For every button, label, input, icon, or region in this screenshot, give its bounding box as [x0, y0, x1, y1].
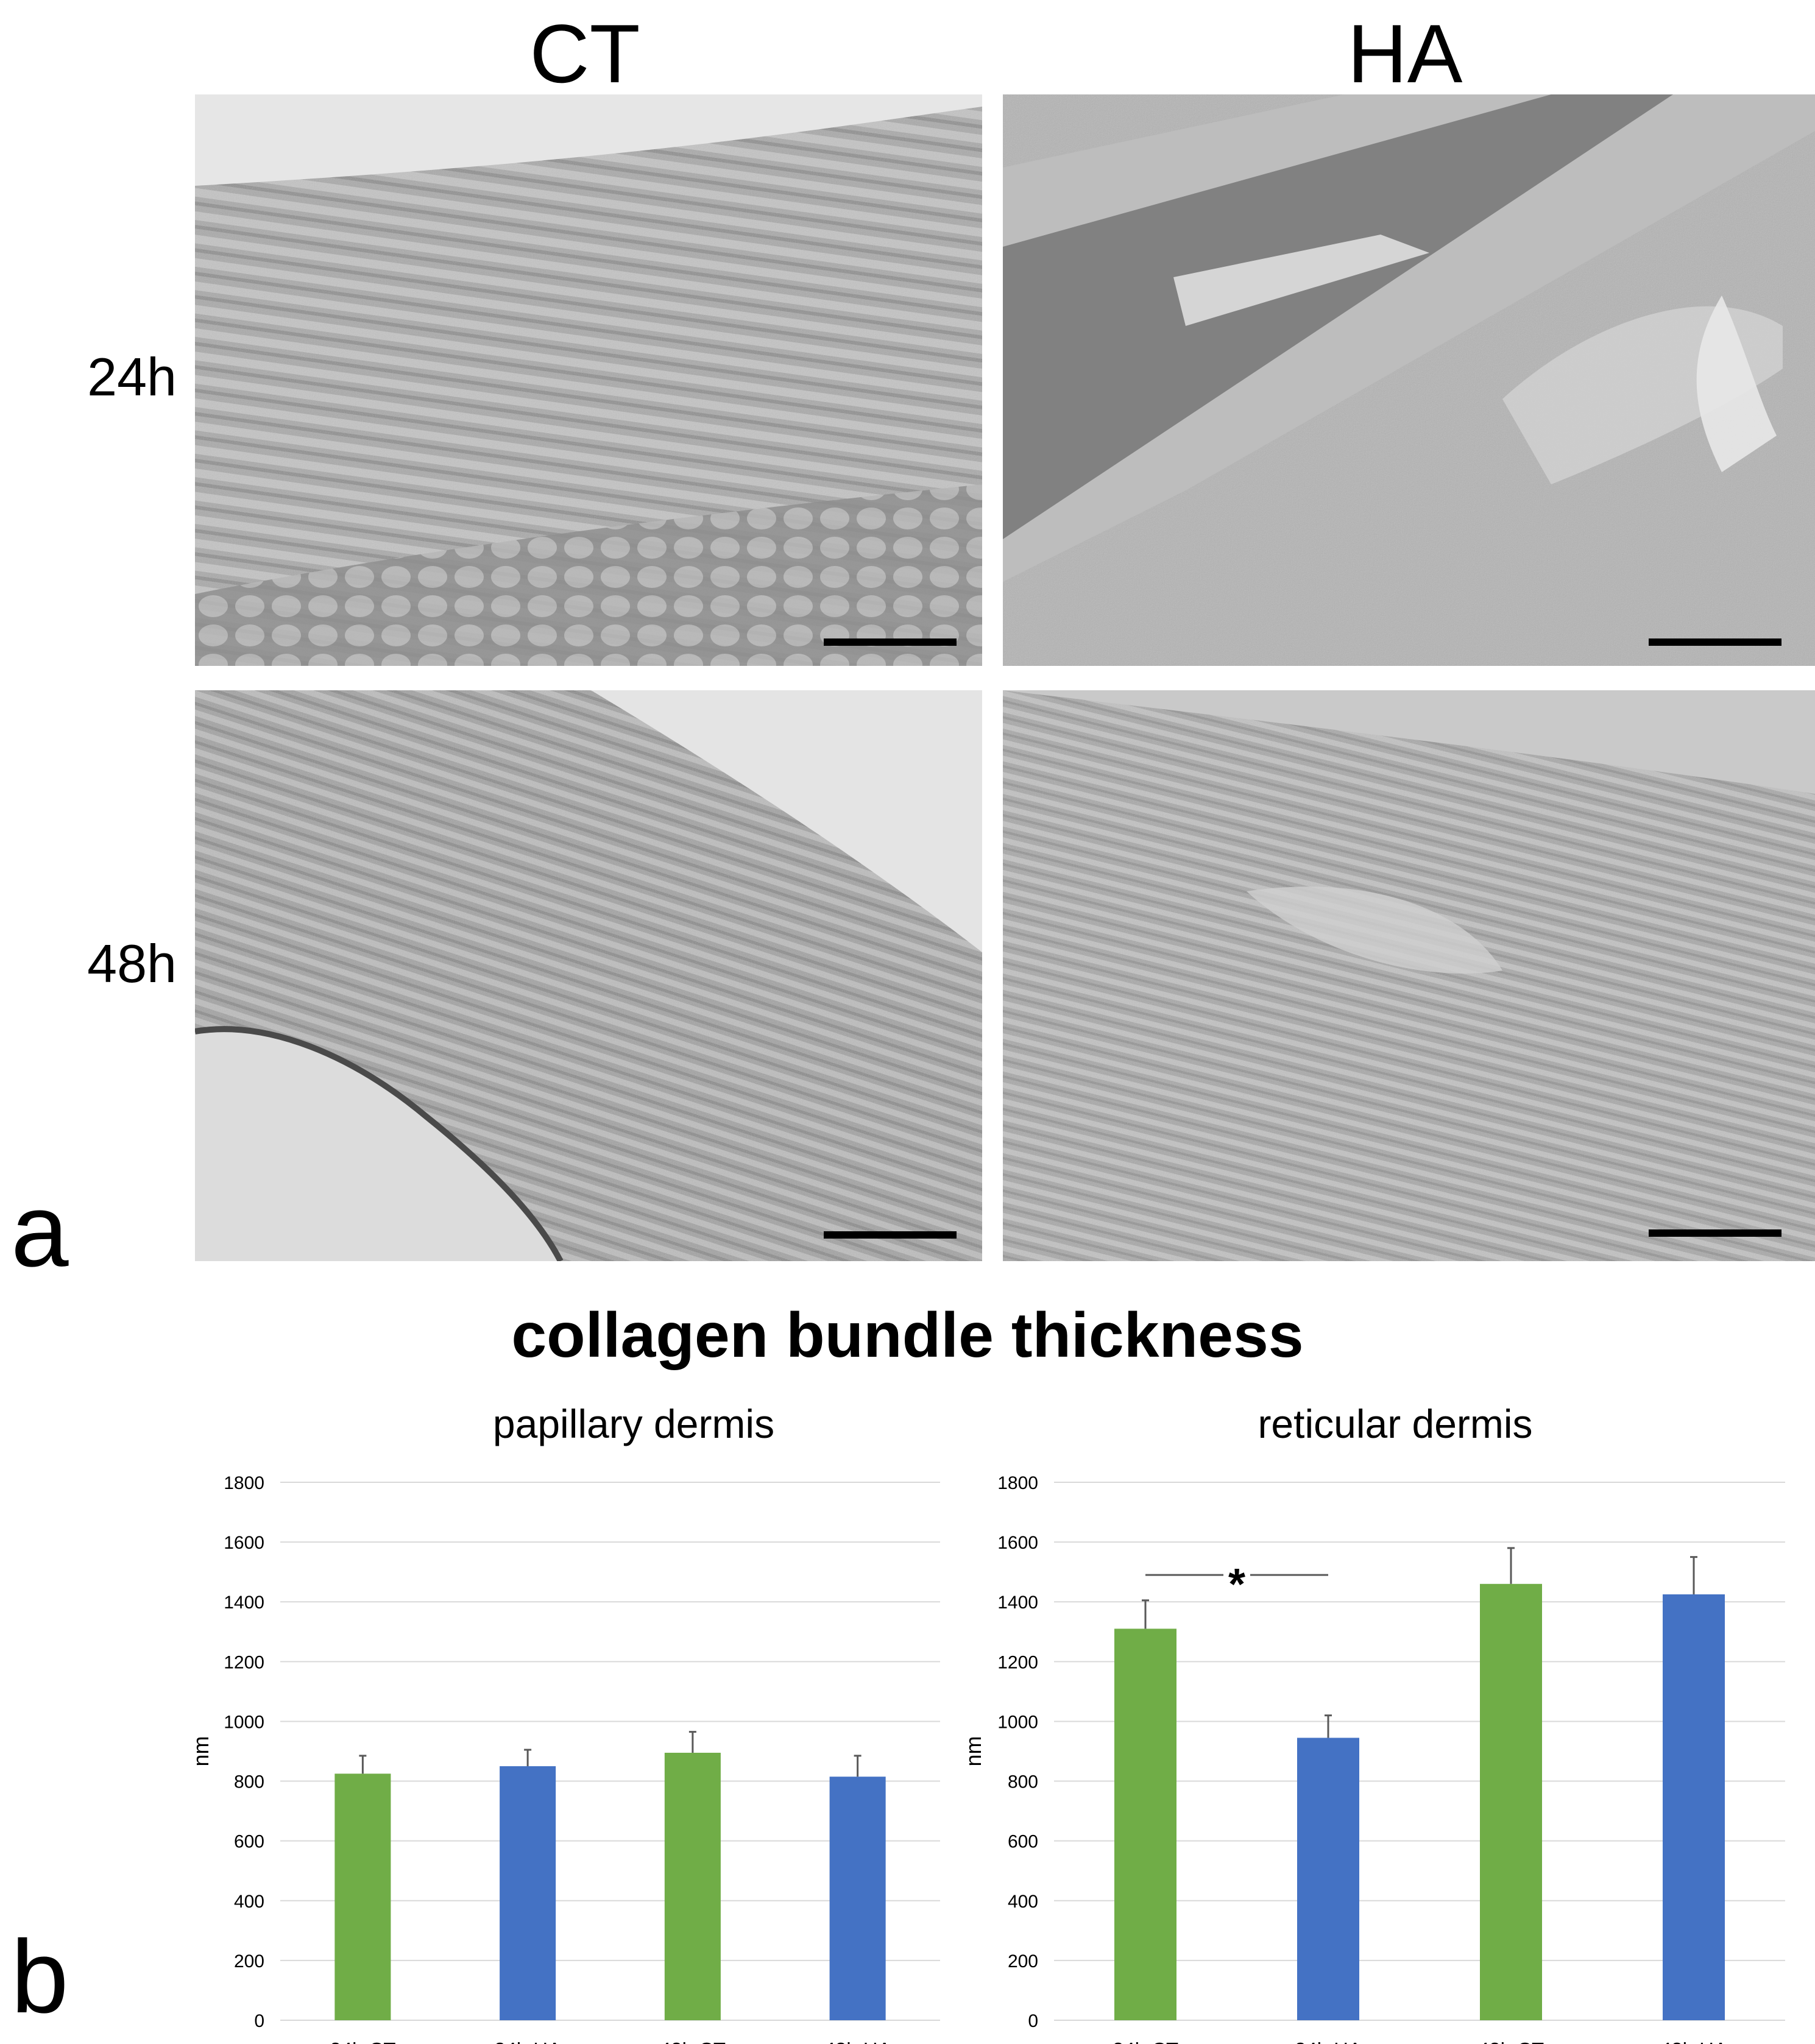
bar: [500, 1766, 556, 2020]
panel-letter-b: b: [11, 1919, 69, 2035]
panel-letter-a: a: [11, 1173, 69, 1289]
y-tick-label: 600: [234, 1832, 264, 1852]
scale-bar: [1649, 638, 1781, 646]
bar: [1663, 1594, 1725, 2020]
x-tick-label: 48h HA: [1660, 2039, 1727, 2044]
chart-title: papillary dermis: [493, 1401, 774, 1446]
y-tick-label: 0: [254, 2011, 264, 2031]
scale-bar: [824, 638, 957, 646]
y-tick-label: 400: [1008, 1892, 1038, 1912]
y-tick-label: 1000: [997, 1712, 1038, 1732]
micrograph-48h-ha: [1003, 690, 1815, 1261]
y-tick-label: 400: [234, 1892, 264, 1912]
y-tick-label: 0: [1028, 2011, 1038, 2031]
significance-asterisk: *: [1228, 1560, 1245, 1609]
x-tick-label: 48h CT: [1478, 2039, 1544, 2044]
micrograph-24h-ha: [1003, 94, 1815, 666]
column-header-ct: CT: [529, 7, 640, 100]
y-tick-label: 1400: [997, 1593, 1038, 1613]
bar: [1114, 1628, 1176, 2020]
y-tick-label: 1800: [997, 1473, 1038, 1493]
row-header-48h: 48h: [87, 933, 177, 994]
y-tick-label: 1600: [997, 1533, 1038, 1553]
bar: [334, 1773, 391, 2020]
chart-papillary-dermis: papillary dermis 0 200 400 600 800 1000 1200 140…: [188, 1401, 940, 2044]
y-tick-label: 600: [1008, 1832, 1038, 1852]
x-tick-label: 24h HA: [1295, 2039, 1362, 2044]
chart-reticular-dermis: reticular dermis 0 200 400 600 800 1000 1200 140…: [961, 1401, 1785, 2044]
bar: [829, 1777, 886, 2020]
y-axis-label: nm: [188, 1736, 213, 1766]
x-tick-label: 24h HA: [494, 2039, 561, 2044]
bar: [664, 1752, 721, 2020]
y-tick-label: 1600: [224, 1533, 264, 1553]
bar: [1297, 1738, 1359, 2020]
bar: [1480, 1583, 1542, 2020]
panel-b-title: collagen bundle thickness: [511, 1300, 1304, 1371]
y-tick-label: 200: [1008, 1951, 1038, 1972]
x-tick-label: 24h CT: [330, 2039, 395, 2044]
x-tick-label: 48h HA: [824, 2039, 891, 2044]
chart-title: reticular dermis: [1258, 1401, 1532, 1446]
scale-bar: [1649, 1229, 1781, 1237]
micrograph-48h-ct: [195, 690, 982, 1261]
x-tick-label: 48h CT: [660, 2039, 726, 2044]
y-axis-label: nm: [961, 1736, 986, 1766]
y-tick-label: 800: [234, 1772, 264, 1792]
row-header-24h: 24h: [87, 347, 177, 407]
y-tick-label: 800: [1008, 1772, 1038, 1792]
scale-bar: [824, 1231, 957, 1239]
y-tick-label: 1200: [997, 1652, 1038, 1672]
column-header-ha: HA: [1347, 7, 1463, 100]
micrograph-24h-ct: [195, 94, 982, 666]
x-tick-label: 24h CT: [1113, 2039, 1178, 2044]
y-tick-label: 1000: [224, 1712, 264, 1732]
y-tick-label: 1200: [224, 1652, 264, 1672]
y-tick-label: 200: [234, 1951, 264, 1972]
y-tick-label: 1800: [224, 1473, 264, 1493]
y-tick-label: 1400: [224, 1593, 264, 1613]
